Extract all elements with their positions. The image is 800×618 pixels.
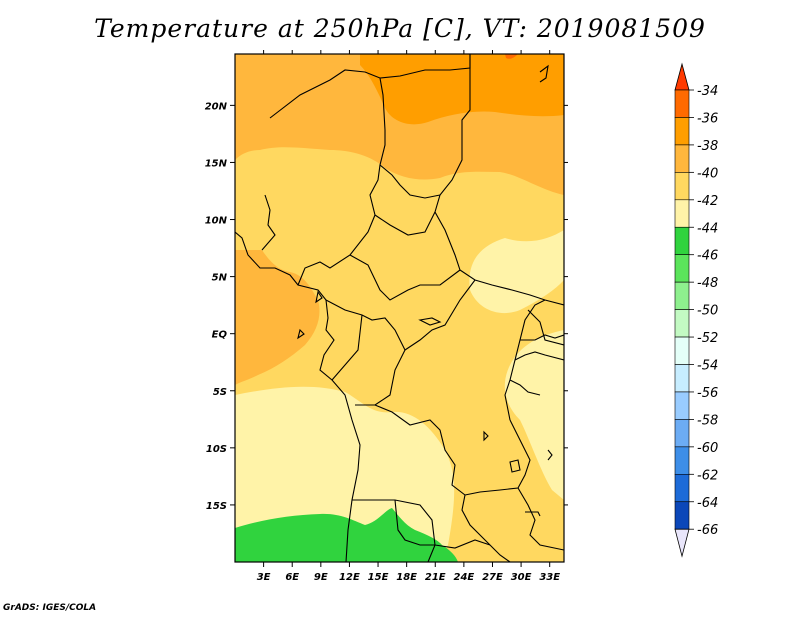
colorbar-swatch [674, 391, 690, 420]
lat-tick-label: 5S [213, 387, 227, 398]
colorbar-label: -42 [697, 194, 718, 209]
colorbar-top-arrow [674, 62, 690, 91]
colorbar-swatch [674, 281, 690, 310]
lat-tick-label: 10N [205, 216, 228, 227]
colorbar-swatch [674, 501, 690, 530]
lon-tick-label: 33E [539, 572, 560, 583]
colorbar-swatch [674, 172, 690, 201]
colorbar-label: -58 [697, 413, 718, 428]
lat-tick-label: 10S [206, 444, 227, 455]
band-minus34-36 [505, 54, 518, 59]
lat-tick-label: 5N [212, 273, 228, 284]
lon-tick-label: 9E [314, 572, 328, 583]
latitude-axis: 20N 15N 10N 5N EQ 5S 10S 15S [205, 101, 568, 512]
lon-tick-label: 18E [396, 572, 417, 583]
lat-tick-label: EQ [212, 330, 228, 341]
colorbar-swatch [674, 309, 690, 338]
colorbar-label: -54 [697, 359, 718, 374]
band-minus44-46 [235, 508, 458, 562]
colorbar-swatch [674, 199, 690, 228]
colorbar-bottom-arrow [674, 528, 690, 558]
longitude-axis: 3E 6E 9E 12E 15E 18E 21E 24E 27E 30E 33E [257, 50, 560, 583]
band-minus36-38 [360, 54, 564, 125]
lon-tick-label: 30E [511, 572, 532, 583]
lon-tick-label: 27E [482, 572, 503, 583]
colorbar-label: -64 [697, 496, 718, 511]
colorbar-swatch [674, 473, 690, 503]
colorbar-swatch [674, 336, 690, 365]
colorbar-label: -62 [697, 468, 718, 483]
color-legend: -34 -36 -38 -40 -42 -44 -46 -48 -50 -52 -54 -56 -58 -… [674, 62, 718, 558]
colorbar-swatch [674, 144, 690, 173]
colorbar-swatch [674, 89, 690, 118]
temperature-field [235, 54, 564, 562]
colorbar-label: -46 [697, 249, 718, 264]
lon-tick-label: 21E [425, 572, 446, 583]
colorbar-label: -36 [697, 111, 718, 126]
colorbar-label: -50 [697, 304, 718, 319]
colorbar-swatch [674, 117, 690, 146]
colorbar-label: -56 [697, 386, 718, 401]
colorbar-swatch [674, 419, 690, 448]
colorbar-label: -44 [697, 221, 718, 236]
colorbar-swatch [674, 446, 690, 475]
colorbar-label: -38 [697, 139, 718, 154]
colorbar-label: -34 [697, 84, 718, 99]
lat-tick-label: 20N [205, 101, 228, 112]
band-lighter-southeast [504, 330, 564, 500]
colorbar-swatch [674, 254, 690, 283]
colorbar-label: -48 [697, 276, 718, 291]
lon-tick-label: 6E [285, 572, 299, 583]
country-borders [235, 54, 564, 562]
lon-tick-label: 24E [453, 572, 474, 583]
colorbar-label: -40 [697, 166, 718, 181]
lon-tick-label: 3E [257, 572, 271, 583]
colorbar-label: -52 [697, 331, 718, 346]
colorbar-label: -66 [697, 523, 718, 538]
colorbar-label: -60 [697, 441, 718, 456]
band-lighter-east [469, 230, 564, 314]
lat-tick-label: 15N [205, 158, 228, 169]
plot-frame [234, 53, 565, 563]
grads-credit: GrADS: IGES/COLA [3, 603, 97, 613]
lon-tick-label: 12E [339, 572, 360, 583]
lon-tick-label: 15E [368, 572, 389, 583]
colorbar-swatch [674, 226, 690, 256]
map-title: Temperature at 250hPa [C], VT: 201908150… [94, 14, 706, 43]
lat-tick-label: 15S [206, 501, 227, 512]
colorbar-swatch [674, 364, 690, 393]
